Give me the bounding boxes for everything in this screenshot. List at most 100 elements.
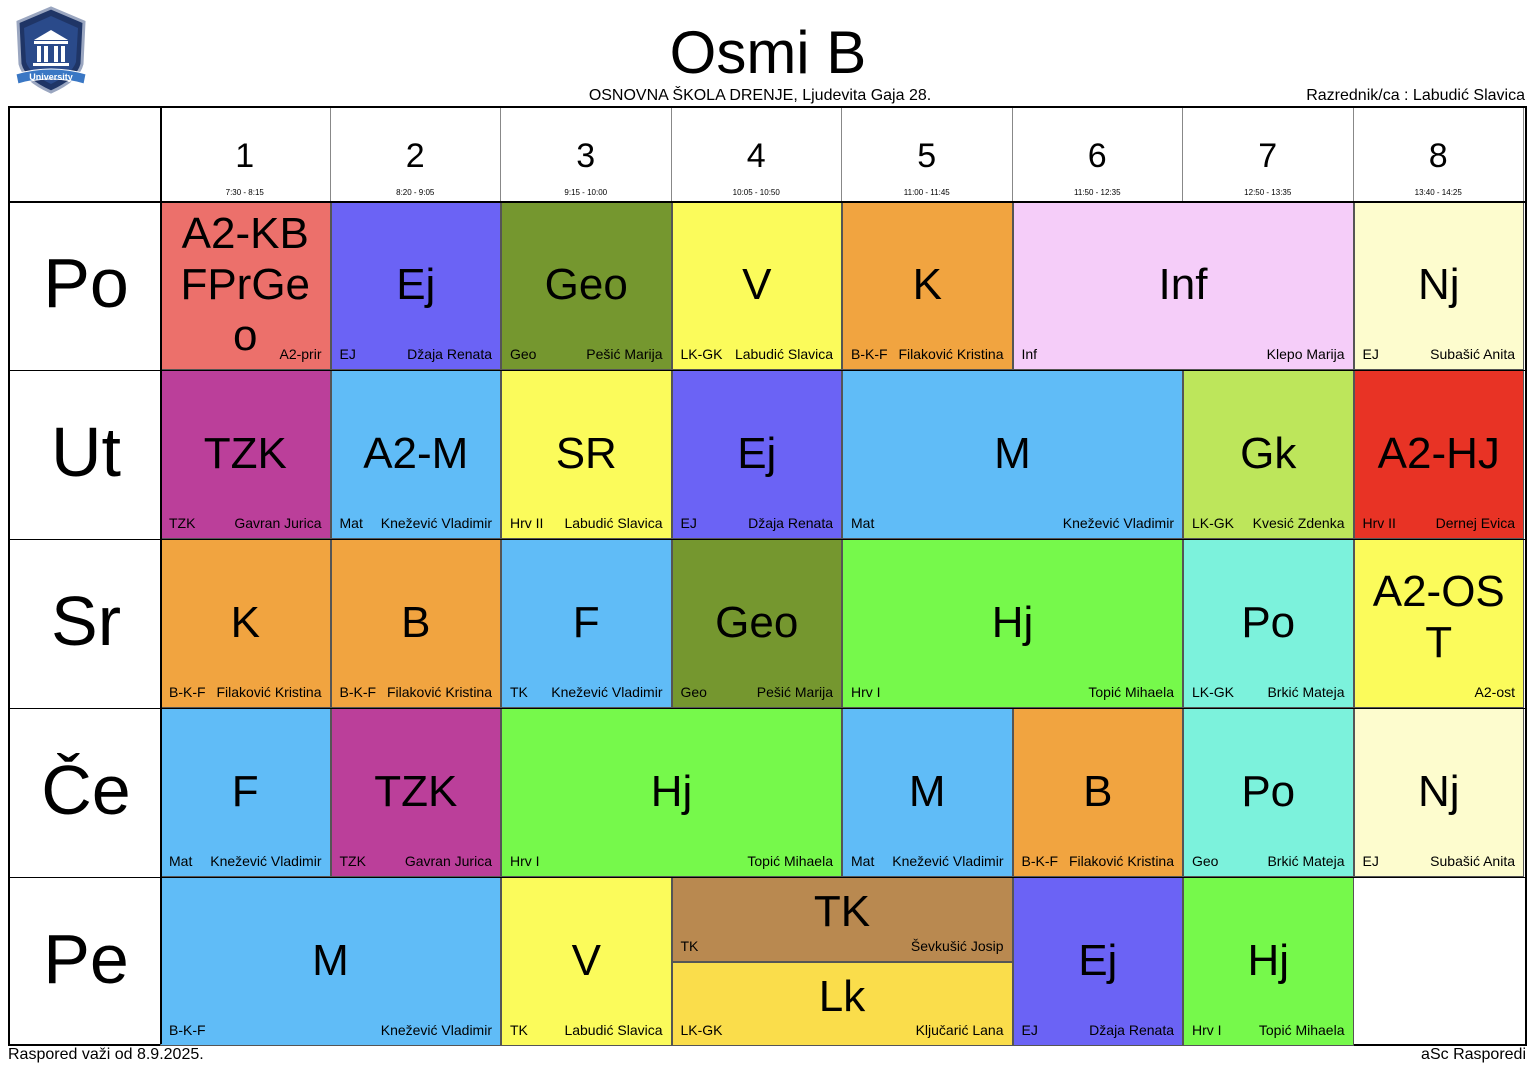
lesson-subject: Nj [1417, 767, 1460, 816]
lesson-cell[interactable]: Hj Hrv I Topić Mihaela [1183, 877, 1354, 1046]
lesson-cell[interactable]: V LK-GK Labudić Slavica [671, 201, 842, 370]
software-credit: aSc Rasporedi [1421, 1046, 1526, 1063]
lesson-cell[interactable]: B B-K-F Filaković Kristina [1012, 708, 1183, 877]
lesson-cell[interactable]: Nj EJ Subašić Anita [1353, 708, 1524, 877]
lesson-cell[interactable]: TZK TZK Gavran Jurica [160, 370, 331, 539]
lesson-cell[interactable]: M Mat Knežević Vladimir [842, 708, 1013, 877]
lesson-cell[interactable]: V TK Labudić Slavica [501, 877, 672, 1046]
lesson-group: LK-GK [1192, 684, 1235, 700]
lesson-cell[interactable]: Po Geo Brkić Mateja [1183, 708, 1354, 877]
timetable-grid: 1 7:30 - 8:15 2 8:20 - 9:05 3 9:15 - 10:00 4 10… [8, 106, 1527, 1046]
lesson-group: Hrv II [510, 515, 544, 531]
lesson-cell[interactable]: TK TK Ševkušić Josip [671, 877, 1013, 962]
timetable-title: Osmi B [669, 19, 867, 86]
lesson-subject: Hj [991, 598, 1034, 647]
lesson-cell[interactable]: Nj EJ Subašić Anita [1353, 201, 1524, 370]
lesson-subject: TK [813, 887, 871, 936]
lesson-subject: M [994, 429, 1031, 478]
lesson-cell[interactable]: A2-OS T A2-ost [1353, 539, 1524, 708]
lesson-teacher: Labudić Slavica [564, 1022, 663, 1038]
lesson-group: Mat [851, 515, 875, 531]
lesson-subject: Po [1241, 767, 1296, 816]
lesson-cell[interactable]: Ej EJ Džaja Renata [671, 370, 842, 539]
period-number: 1 [235, 137, 255, 175]
lesson-teacher: Knežević Vladimir [210, 853, 322, 869]
lesson-group: TK [510, 1022, 528, 1038]
lesson-cell[interactable]: K B-K-F Filaković Kristina [160, 539, 331, 708]
lesson-group: EJ [680, 515, 697, 531]
lesson-subject: Inf [1158, 260, 1208, 309]
lesson-subject: B [1083, 767, 1113, 816]
lesson-teacher: Džaja Renata [748, 515, 833, 531]
lesson-teacher: Knežević Vladimir [1062, 515, 1174, 531]
lesson-group: B-K-F [339, 684, 377, 700]
lesson-group: B-K-F [1021, 853, 1059, 869]
lesson-cell[interactable]: Po LK-GK Brkić Mateja [1183, 539, 1354, 708]
lesson-cell[interactable]: A2-HJ Hrv II Dernej Evica [1353, 370, 1524, 539]
lesson-teacher: Gavran Jurica [234, 515, 322, 531]
lesson-cell[interactable]: Ej EJ Džaja Renata [330, 201, 501, 370]
lesson-cell[interactable]: F Mat Knežević Vladimir [160, 708, 331, 877]
lesson-group: LK-GK [680, 346, 723, 362]
lesson-subject: M [908, 767, 946, 816]
lesson-group: EJ [1362, 853, 1379, 869]
lesson-cell[interactable]: A2-KB FPrGe o A2-prir [160, 201, 331, 370]
lesson-subject: TZK [374, 767, 458, 816]
lesson-teacher: Gavran Jurica [404, 853, 492, 869]
grid-row-divider [10, 370, 1525, 371]
lesson-teacher: Ključarić Lana [915, 1022, 1004, 1038]
lesson-teacher: Subašić Anita [1430, 853, 1515, 869]
lesson-cell[interactable]: Ej EJ Džaja Renata [1012, 877, 1183, 1046]
lesson-cell[interactable]: Geo Geo Pešić Marija [671, 539, 842, 708]
lesson-group: Hrv I [510, 853, 540, 869]
school-name: OSNOVNA ŠKOLA DRENJE, Ljudevita Gaja 28. [588, 87, 932, 104]
lesson-group: Geo [680, 684, 707, 700]
lesson-teacher: Labudić Slavica [564, 515, 663, 531]
lesson-group: EJ [1021, 1022, 1038, 1038]
lesson-cell[interactable]: Hj Hrv I Topić Mihaela [842, 539, 1183, 708]
lesson-teacher: Labudić Slavica [734, 346, 833, 362]
lesson-subject: B [401, 598, 431, 647]
lesson-cell[interactable]: F TK Knežević Vladimir [501, 539, 672, 708]
lesson-group: Mat [851, 853, 875, 869]
day-label-2: Ut [51, 412, 121, 491]
lesson-subject: M [312, 936, 349, 985]
lesson-cell[interactable]: M B-K-F Knežević Vladimir [160, 877, 501, 1046]
lesson-subject: F [231, 767, 259, 816]
lesson-subject: Gk [1240, 429, 1297, 478]
lesson-subject: Nj [1417, 260, 1460, 309]
lesson-teacher: Kvesić Zdenka [1252, 515, 1345, 531]
day-label-1: Po [43, 243, 129, 322]
lesson-group: TK [680, 937, 699, 954]
period-header-4: 4 10:05 - 10:50 [672, 108, 842, 201]
lesson-group: Mat [339, 515, 363, 531]
lesson-teacher: Džaja Renata [407, 346, 492, 362]
lesson-teacher: Filaković Kristina [216, 684, 322, 700]
lesson-teacher: Klepo Marija [1266, 346, 1345, 362]
lesson-teacher: A2-ost [1474, 684, 1515, 700]
lesson-teacher: Subašić Anita [1430, 346, 1515, 362]
lesson-subject: Po [1241, 598, 1296, 647]
lesson-cell[interactable]: SR Hrv II Labudić Slavica [501, 370, 672, 539]
period-number: 4 [746, 137, 766, 175]
lesson-cell[interactable]: Gk LK-GK Kvesić Zdenka [1183, 370, 1354, 539]
lesson-cell[interactable]: Hj Hrv I Topić Mihaela [501, 708, 842, 877]
lesson-teacher: Pešić Marija [586, 346, 663, 362]
university-logo: University [12, 6, 90, 98]
period-time: 11:00 - 11:45 [903, 188, 950, 197]
lesson-cell[interactable]: Geo Geo Pešić Marija [501, 201, 672, 370]
lesson-cell[interactable]: K B-K-F Filaković Kristina [842, 201, 1013, 370]
period-number: 5 [917, 137, 937, 175]
lesson-subject: A2-KB FPrGe o [180, 209, 311, 360]
lesson-cell[interactable]: A2-M Mat Knežević Vladimir [330, 370, 501, 539]
lesson-cell[interactable]: M Mat Knežević Vladimir [842, 370, 1183, 539]
lesson-cell[interactable]: B B-K-F Filaković Kristina [330, 539, 501, 708]
day-label-3: Sr [51, 581, 121, 660]
lesson-teacher: Knežević Vladimir [380, 515, 492, 531]
lesson-subject: Ej [396, 260, 436, 309]
lesson-group: EJ [339, 346, 356, 362]
period-time: 12:50 - 13:35 [1244, 188, 1292, 197]
lesson-cell[interactable]: Inf Inf Klepo Marija [1012, 201, 1354, 370]
lesson-cell[interactable]: Lk LK-GK Ključarić Lana [671, 961, 1013, 1046]
lesson-cell[interactable]: TZK TZK Gavran Jurica [330, 708, 501, 877]
